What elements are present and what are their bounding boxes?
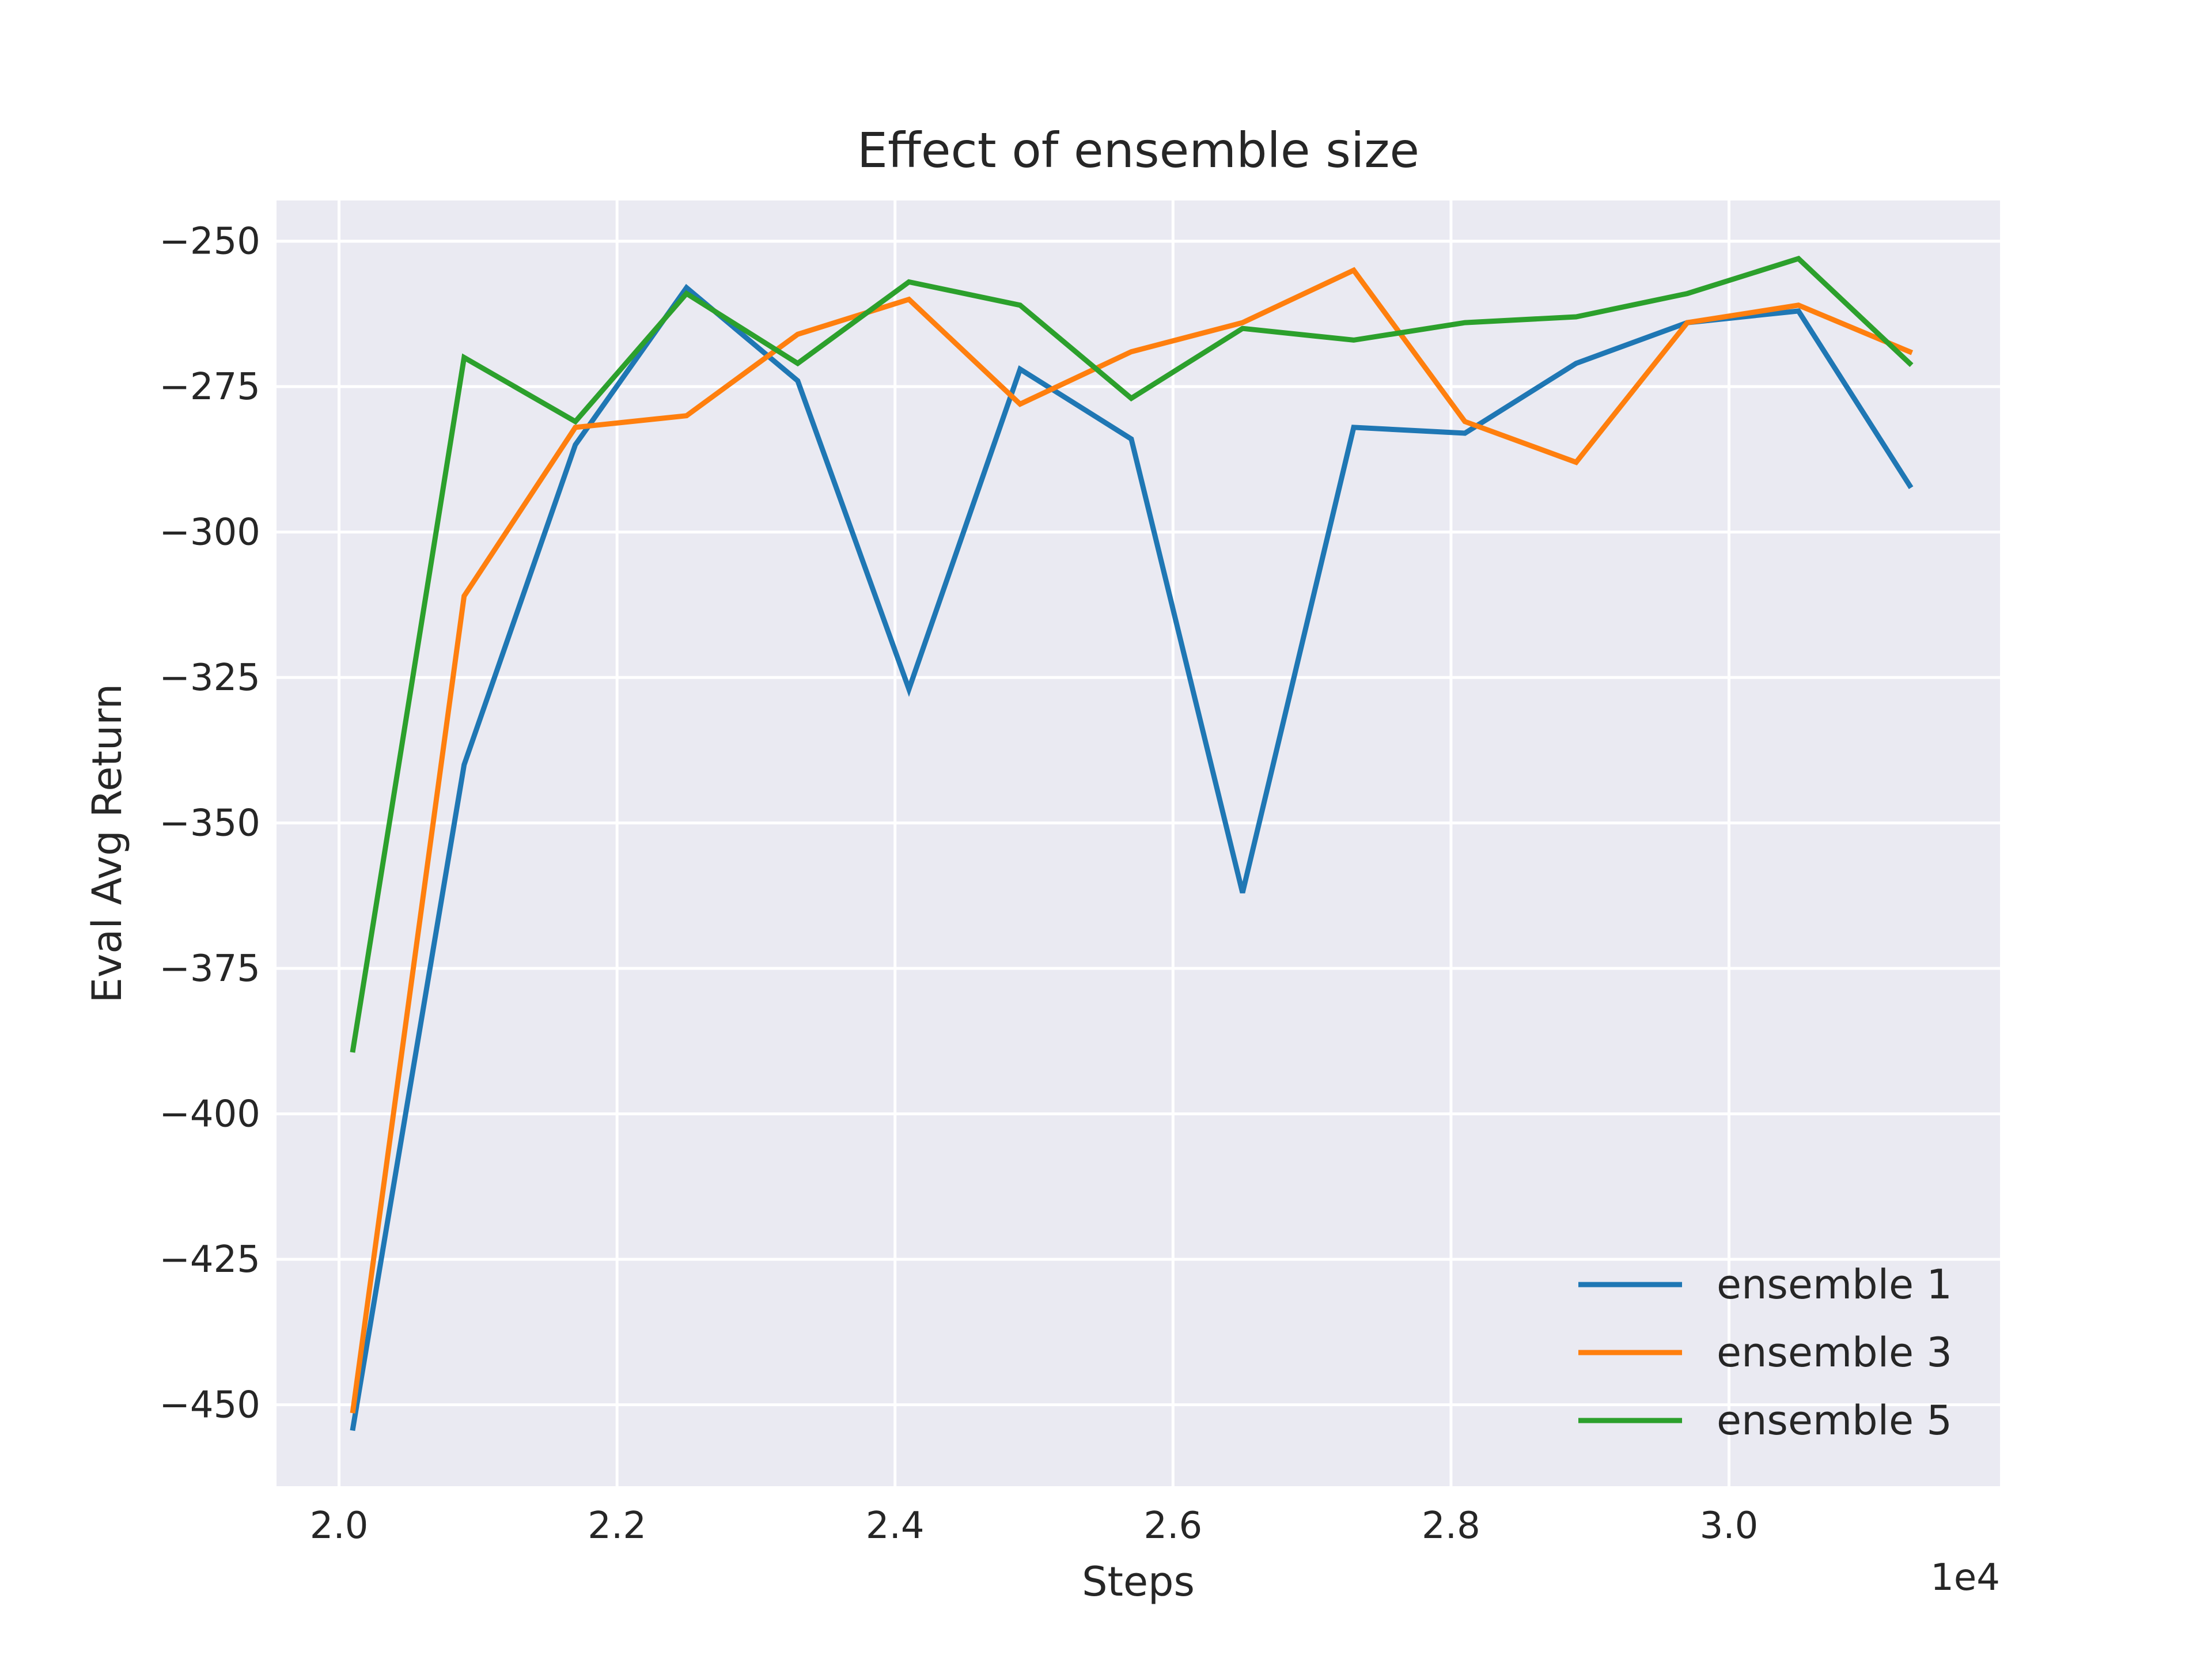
x-offset-label: 1e4 [1930, 1556, 2000, 1599]
y-tick-labels: −250 −275 −300 −325 −350 −375 −400 −425 −450 [159, 221, 260, 1427]
x-axis-label: Steps [1082, 1558, 1195, 1605]
y-tick-label: −275 [159, 366, 260, 408]
y-tick-label: −250 [159, 221, 260, 263]
series-line-ensemble-5 [350, 255, 1914, 1053]
x-tick-label: 2.4 [866, 1505, 925, 1547]
y-tick-label: −300 [159, 512, 260, 554]
y-tick-label: −450 [159, 1384, 260, 1427]
y-axis-label: Eval Avg Return [84, 684, 131, 1003]
chart-title: Effect of ensemble size [857, 122, 1419, 179]
legend: ensemble 1 ensemble 3 ensemble 5 [1578, 1261, 1952, 1444]
y-tick-label: −375 [159, 948, 260, 990]
series-line-ensemble-3 [350, 267, 1914, 1414]
legend-label: ensemble 5 [1717, 1397, 1952, 1444]
x-tick-label: 2.2 [588, 1505, 646, 1547]
series-line-ensemble-1 [350, 283, 1914, 1431]
x-tick-label: 2.8 [1422, 1505, 1480, 1547]
x-tick-label: 2.0 [310, 1505, 369, 1547]
legend-label: ensemble 1 [1717, 1261, 1952, 1308]
y-tick-label: −400 [159, 1093, 260, 1136]
y-tick-label: −325 [159, 657, 260, 699]
x-tick-label: 3.0 [1700, 1505, 1759, 1547]
series-lines [350, 255, 1914, 1431]
x-tick-label: 2.6 [1143, 1505, 1202, 1547]
x-tick-labels: 2.0 2.2 2.4 2.6 2.8 3.0 [310, 1505, 1759, 1547]
legend-label: ensemble 3 [1717, 1329, 1952, 1376]
y-tick-label: −350 [159, 802, 260, 845]
y-tick-label: −425 [159, 1238, 260, 1281]
grid [276, 200, 2000, 1486]
